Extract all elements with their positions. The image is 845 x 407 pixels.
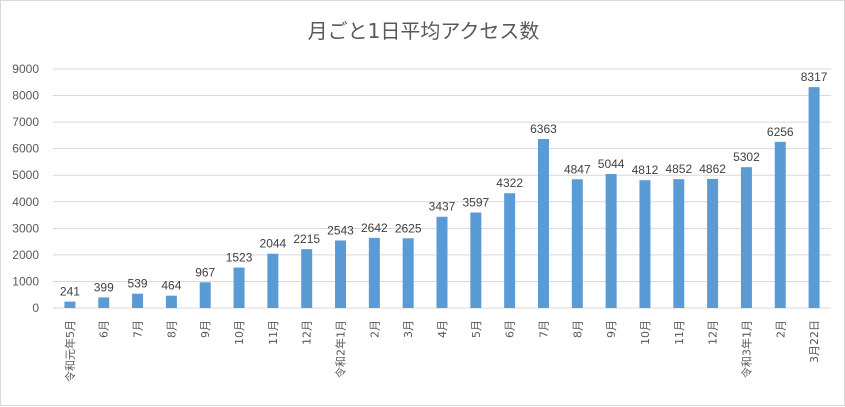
data-label: 3597 bbox=[462, 195, 489, 209]
bar bbox=[64, 301, 76, 308]
x-tick-label: 10月 bbox=[233, 320, 246, 345]
x-tick-label: 8月 bbox=[165, 320, 178, 338]
bar bbox=[368, 237, 380, 308]
x-tick-label: 10月 bbox=[639, 320, 652, 345]
data-label: 2642 bbox=[361, 221, 388, 235]
bar bbox=[402, 238, 414, 308]
data-label: 2543 bbox=[327, 223, 354, 237]
bar bbox=[199, 282, 211, 308]
x-tick-label: 7月 bbox=[537, 320, 550, 338]
data-label: 967 bbox=[195, 265, 215, 279]
bar bbox=[808, 87, 820, 308]
data-label: 3437 bbox=[429, 200, 456, 214]
x-tick-label: 令和元年5月 bbox=[63, 320, 77, 382]
bar bbox=[301, 249, 313, 308]
bar bbox=[267, 253, 279, 308]
data-label: 2215 bbox=[293, 232, 320, 246]
bar bbox=[774, 141, 786, 308]
bar bbox=[132, 293, 144, 308]
bar bbox=[470, 212, 482, 308]
x-tick-label: 令和3年1月 bbox=[739, 320, 753, 378]
x-tick-label: 11月 bbox=[673, 320, 686, 345]
y-tick-label: 9000 bbox=[12, 62, 39, 76]
x-tick-label: 9月 bbox=[605, 320, 618, 338]
bar bbox=[673, 179, 685, 308]
x-tick-label: 7月 bbox=[132, 320, 145, 338]
y-tick-label: 7000 bbox=[12, 115, 39, 129]
bar bbox=[165, 295, 177, 308]
data-label: 4847 bbox=[564, 162, 591, 176]
data-label: 4852 bbox=[665, 162, 692, 176]
x-tick-label: 11月 bbox=[267, 320, 280, 345]
x-tick-label: 12月 bbox=[707, 320, 720, 345]
data-label: 5302 bbox=[733, 150, 760, 164]
x-tick-label: 8月 bbox=[571, 320, 584, 338]
bar bbox=[504, 193, 516, 308]
data-label: 464 bbox=[161, 279, 181, 293]
x-tick-label: 6月 bbox=[504, 320, 517, 338]
y-tick-label: 8000 bbox=[12, 89, 39, 103]
data-label: 8317 bbox=[801, 70, 828, 84]
y-tick-label: 2000 bbox=[12, 248, 39, 262]
x-tick-label: 3月 bbox=[402, 320, 415, 338]
y-tick-label: 5000 bbox=[12, 168, 39, 182]
bar bbox=[436, 216, 448, 308]
chart-title: 月ごと1日平均アクセス数 bbox=[307, 19, 540, 43]
data-label: 5044 bbox=[598, 157, 625, 171]
data-label: 241 bbox=[60, 285, 80, 299]
x-tick-label: 令和2年1月 bbox=[334, 320, 348, 378]
data-label: 399 bbox=[94, 280, 114, 294]
data-label: 2044 bbox=[260, 237, 287, 251]
data-label: 2625 bbox=[395, 221, 422, 235]
data-label: 4812 bbox=[632, 163, 659, 177]
bar bbox=[571, 179, 583, 308]
data-label: 4862 bbox=[699, 162, 726, 176]
x-tick-label: 12月 bbox=[301, 320, 314, 345]
data-label: 539 bbox=[128, 277, 148, 291]
data-label: 6363 bbox=[530, 122, 557, 136]
y-tick-label: 1000 bbox=[12, 274, 39, 288]
bar bbox=[537, 139, 549, 308]
bar bbox=[233, 267, 245, 308]
y-tick-label: 0 bbox=[32, 301, 39, 315]
bar bbox=[707, 178, 719, 308]
data-label: 1523 bbox=[226, 251, 253, 265]
y-tick-label: 6000 bbox=[12, 142, 39, 156]
y-tick-label: 3000 bbox=[12, 221, 39, 235]
bar bbox=[335, 240, 347, 308]
data-label: 4322 bbox=[496, 176, 523, 190]
x-tick-label: 2月 bbox=[368, 320, 381, 338]
x-tick-label: 6月 bbox=[98, 320, 111, 338]
bar bbox=[98, 297, 110, 308]
data-label: 6256 bbox=[767, 125, 794, 139]
x-tick-label: 3月22日 bbox=[808, 320, 821, 363]
y-tick-label: 4000 bbox=[12, 195, 39, 209]
x-tick-label: 9月 bbox=[199, 320, 212, 338]
bar bbox=[740, 167, 752, 308]
x-tick-label: 4月 bbox=[436, 320, 449, 338]
bar bbox=[605, 174, 617, 308]
x-tick-label: 2月 bbox=[774, 320, 787, 338]
bar bbox=[639, 180, 651, 308]
x-tick-label: 5月 bbox=[470, 320, 483, 338]
